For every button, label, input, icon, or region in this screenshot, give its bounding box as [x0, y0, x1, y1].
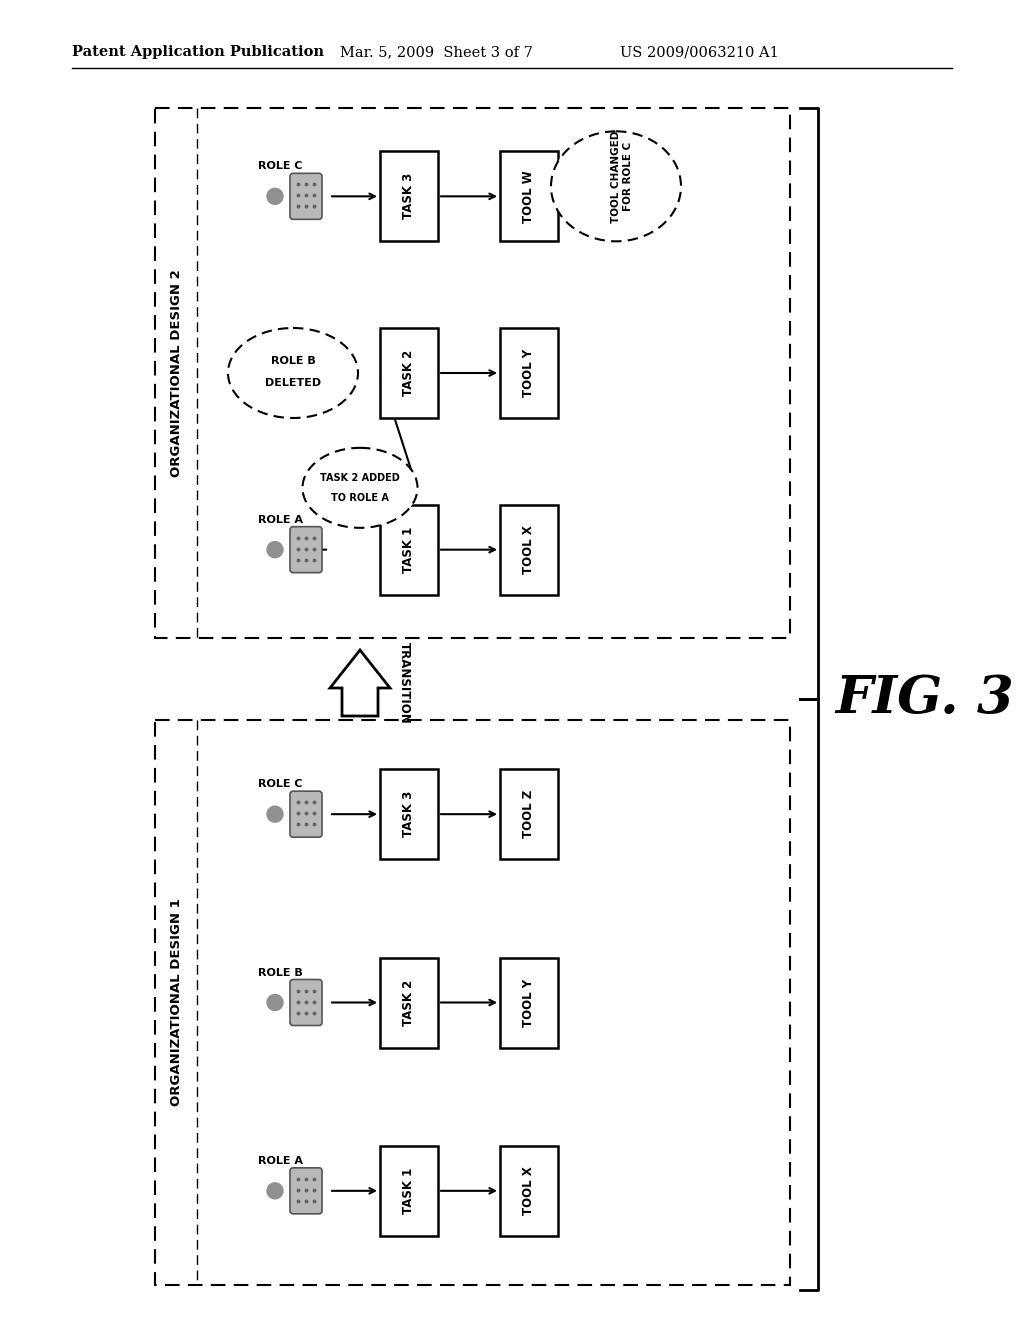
- Text: ORGANIZATIONAL DESIGN 1: ORGANIZATIONAL DESIGN 1: [170, 899, 182, 1106]
- Text: TOOL CHANGED: TOOL CHANGED: [611, 131, 621, 223]
- Text: TASK 3: TASK 3: [402, 173, 416, 219]
- Circle shape: [267, 1183, 283, 1199]
- FancyBboxPatch shape: [290, 1168, 322, 1214]
- Text: TOOL W: TOOL W: [522, 170, 536, 223]
- FancyBboxPatch shape: [290, 791, 322, 837]
- Text: TASK 3: TASK 3: [402, 791, 416, 837]
- Bar: [155, 719, 790, 1284]
- Text: TOOL Y: TOOL Y: [522, 978, 536, 1027]
- Text: TASK 2 ADDED: TASK 2 ADDED: [321, 473, 400, 483]
- Circle shape: [267, 189, 283, 205]
- FancyBboxPatch shape: [290, 979, 322, 1026]
- Bar: [155, 108, 790, 638]
- Text: TASK 1: TASK 1: [402, 527, 416, 573]
- Text: ROLE B: ROLE B: [270, 356, 315, 366]
- Circle shape: [267, 807, 283, 822]
- FancyBboxPatch shape: [380, 957, 438, 1048]
- Text: FIG. 3: FIG. 3: [835, 673, 1014, 725]
- FancyBboxPatch shape: [500, 327, 558, 418]
- FancyBboxPatch shape: [500, 1146, 558, 1236]
- FancyBboxPatch shape: [380, 327, 438, 418]
- FancyBboxPatch shape: [500, 957, 558, 1048]
- Text: DELETED: DELETED: [265, 378, 322, 388]
- Text: ROLE C: ROLE C: [258, 161, 302, 172]
- FancyBboxPatch shape: [380, 152, 438, 242]
- Text: Mar. 5, 2009  Sheet 3 of 7: Mar. 5, 2009 Sheet 3 of 7: [340, 45, 532, 59]
- Polygon shape: [330, 649, 390, 715]
- Text: ROLE A: ROLE A: [257, 515, 302, 524]
- Text: FOR ROLE C: FOR ROLE C: [623, 141, 633, 211]
- Text: TASK 2: TASK 2: [402, 979, 416, 1026]
- FancyBboxPatch shape: [290, 527, 322, 573]
- Text: ROLE C: ROLE C: [258, 779, 302, 789]
- Text: Patent Application Publication: Patent Application Publication: [72, 45, 324, 59]
- Text: TASK 1: TASK 1: [402, 1168, 416, 1214]
- FancyBboxPatch shape: [500, 770, 558, 859]
- Text: TOOL X: TOOL X: [522, 1167, 536, 1216]
- FancyBboxPatch shape: [380, 504, 438, 595]
- FancyBboxPatch shape: [500, 152, 558, 242]
- Text: ORGANIZATIONAL DESIGN 2: ORGANIZATIONAL DESIGN 2: [170, 269, 182, 477]
- FancyBboxPatch shape: [380, 770, 438, 859]
- Text: US 2009/0063210 A1: US 2009/0063210 A1: [620, 45, 778, 59]
- Text: ROLE A: ROLE A: [257, 1156, 302, 1166]
- Text: TRANSITION: TRANSITION: [398, 642, 411, 723]
- Ellipse shape: [302, 447, 418, 528]
- Text: TOOL X: TOOL X: [522, 525, 536, 574]
- Ellipse shape: [228, 327, 358, 418]
- Circle shape: [267, 994, 283, 1011]
- Circle shape: [267, 541, 283, 557]
- FancyBboxPatch shape: [290, 173, 322, 219]
- Text: TOOL Y: TOOL Y: [522, 348, 536, 397]
- Text: ROLE B: ROLE B: [258, 968, 302, 978]
- FancyBboxPatch shape: [380, 1146, 438, 1236]
- FancyBboxPatch shape: [500, 504, 558, 595]
- Text: TASK 2: TASK 2: [402, 350, 416, 396]
- Text: TO ROLE A: TO ROLE A: [331, 492, 389, 503]
- Text: TOOL Z: TOOL Z: [522, 791, 536, 838]
- Ellipse shape: [551, 131, 681, 242]
